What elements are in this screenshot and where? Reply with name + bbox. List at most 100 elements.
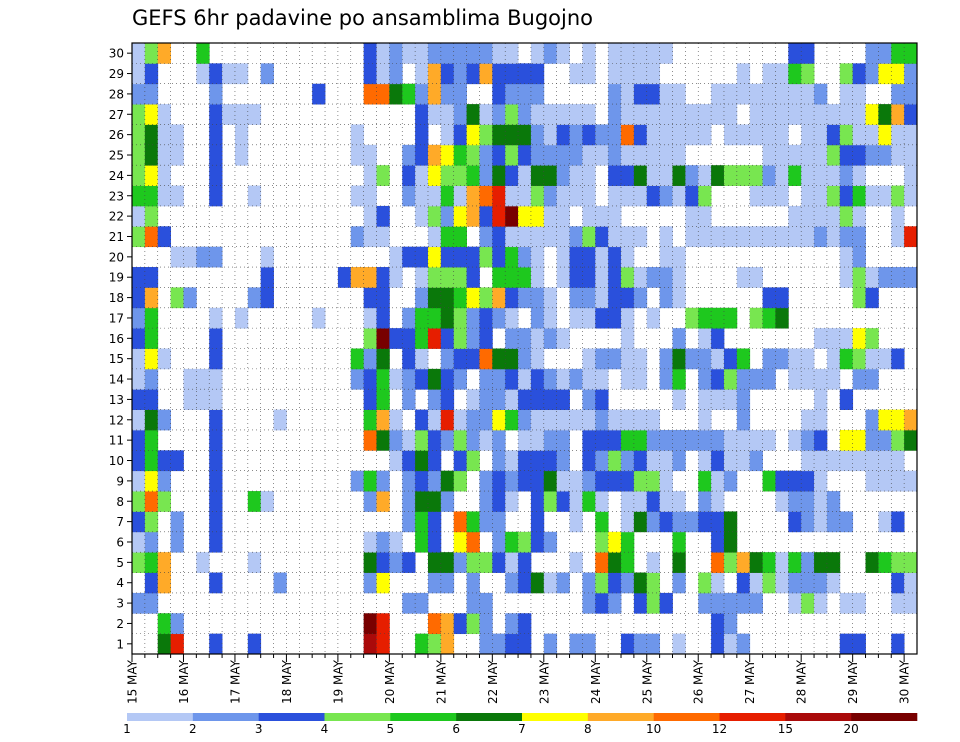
- heatmap-cell: [698, 429, 712, 451]
- heatmap-cell: [672, 124, 686, 146]
- heatmap-cell: [376, 552, 390, 573]
- heatmap-cell: [132, 592, 146, 614]
- heatmap-cell: [183, 389, 197, 410]
- heatmap-cell: [801, 491, 815, 512]
- heatmap-cell: [865, 63, 879, 85]
- heatmap-cell: [363, 43, 377, 64]
- heatmap-cell: [196, 63, 210, 85]
- heatmap-cell: [891, 592, 905, 614]
- heatmap-cell: [608, 348, 622, 370]
- heatmap-cell: [582, 633, 596, 655]
- heatmap-cell: [402, 144, 416, 166]
- heatmap-cell: [608, 144, 622, 166]
- heatmap-cell: [530, 246, 545, 268]
- heatmap-cell: [144, 389, 159, 410]
- heatmap-cell: [762, 124, 776, 146]
- heatmap-cell: [633, 429, 648, 451]
- heatmap-cell: [144, 348, 159, 370]
- heatmap-cell: [775, 185, 789, 207]
- heatmap-cell: [453, 63, 467, 85]
- y-tick-label: 19: [109, 271, 124, 285]
- heatmap-cell: [621, 246, 635, 268]
- heatmap-cell: [569, 104, 583, 125]
- heatmap-cell: [569, 491, 583, 512]
- heatmap-cell: [659, 144, 673, 166]
- heatmap-cell: [247, 287, 262, 309]
- heatmap-cell: [479, 307, 493, 329]
- heatmap-cell: [698, 592, 712, 614]
- heatmap-cell: [132, 124, 146, 146]
- heatmap-cell: [530, 63, 545, 85]
- heatmap-cell: [736, 572, 751, 594]
- heatmap-cell: [440, 124, 455, 146]
- heatmap-cell: [402, 429, 416, 451]
- heatmap-cell: [505, 124, 519, 146]
- heatmap-cell: [723, 552, 738, 573]
- heatmap-cell: [814, 83, 828, 105]
- heatmap-cell: [453, 83, 467, 105]
- x-tick-label: 25 MAY: [640, 659, 654, 704]
- heatmap-cell: [608, 205, 622, 227]
- heatmap-cell: [492, 43, 506, 64]
- heatmap-cell: [402, 592, 416, 614]
- heatmap-cell: [878, 185, 892, 207]
- heatmap-cell: [621, 307, 635, 329]
- y-tick-label: 16: [109, 332, 124, 346]
- heatmap-cell: [852, 328, 866, 349]
- heatmap-cell: [363, 470, 377, 492]
- x-tick-label: 22 MAY: [486, 659, 500, 704]
- heatmap-cell: [582, 368, 596, 390]
- heatmap-cell: [453, 307, 467, 329]
- heatmap-cell: [672, 144, 686, 166]
- heatmap-cell: [402, 165, 416, 186]
- heatmap-cell: [415, 104, 429, 125]
- heatmap-cell: [466, 307, 480, 329]
- heatmap-cell: [222, 104, 236, 125]
- heatmap-cell: [209, 633, 223, 655]
- heatmap-cell: [209, 511, 223, 533]
- heatmap-cell: [530, 572, 545, 594]
- heatmap-cell: [144, 307, 159, 329]
- heatmap-cell: [775, 470, 789, 492]
- heatmap-cell: [132, 287, 146, 309]
- heatmap-cell: [672, 450, 686, 472]
- heatmap-cell: [711, 592, 725, 614]
- heatmap-cell: [363, 613, 377, 635]
- heatmap-cell: [170, 287, 184, 309]
- heatmap-cell: [402, 328, 416, 349]
- heatmap-cell: [196, 368, 210, 390]
- heatmap-cell: [209, 491, 223, 512]
- heatmap-cell: [711, 450, 725, 472]
- heatmap-cell: [415, 43, 429, 64]
- heatmap-cell: [453, 368, 467, 390]
- heatmap-cell: [736, 633, 751, 655]
- heatmap-cell: [904, 83, 918, 105]
- heatmap-cell: [440, 267, 455, 288]
- heatmap-cell: [723, 470, 738, 492]
- heatmap-cell: [518, 267, 532, 288]
- heatmap-cell: [157, 104, 172, 125]
- heatmap-cell: [826, 552, 841, 573]
- heatmap-cell: [595, 389, 609, 410]
- heatmap-cell: [543, 572, 558, 594]
- heatmap-cell: [144, 185, 159, 207]
- heatmap-cell: [595, 531, 609, 553]
- x-tick-label: 15 MAY: [126, 659, 140, 704]
- heatmap-cell: [132, 429, 146, 451]
- heatmap-cell: [530, 307, 545, 329]
- heatmap-cell: [711, 429, 725, 451]
- heatmap-cell: [144, 267, 159, 288]
- heatmap-cell: [826, 491, 841, 512]
- heatmap-cell: [518, 633, 532, 655]
- heatmap-cell: [196, 552, 210, 573]
- heatmap-cell: [505, 470, 519, 492]
- heatmap-cell: [608, 124, 622, 146]
- heatmap-cell: [518, 165, 532, 186]
- heatmap-cell: [878, 429, 892, 451]
- heatmap-cell: [788, 511, 802, 533]
- heatmap-cell: [415, 246, 429, 268]
- grid-lines: [132, 43, 917, 654]
- heatmap-cell: [814, 429, 828, 451]
- heatmap-cell: [904, 592, 918, 614]
- heatmap-cell: [801, 572, 815, 594]
